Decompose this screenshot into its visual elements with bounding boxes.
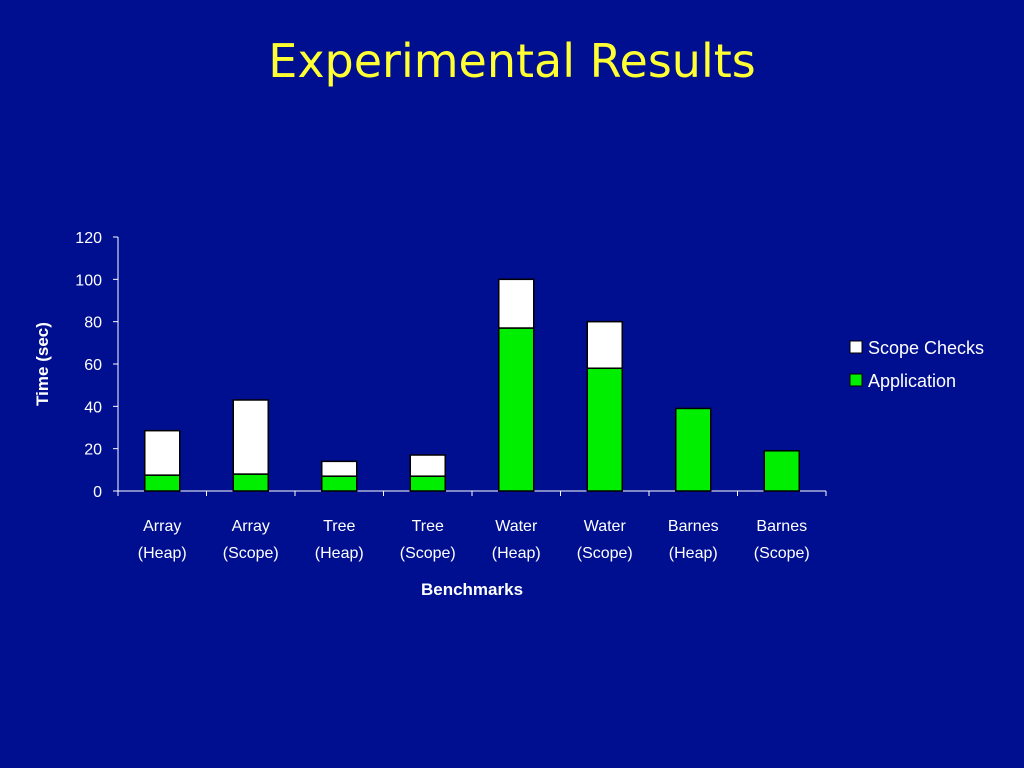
x-tick-labels: Array (Heap) Array (Scope) Tree (Heap) Tree (Sc… [138, 518, 810, 562]
x-tick-label: (Heap) [492, 545, 541, 562]
x-tick-label: Barnes [756, 518, 807, 535]
x-tick-label: (Heap) [669, 545, 718, 562]
y-tick-label: 100 [75, 272, 102, 289]
bar-application [144, 474, 181, 492]
legend-swatch [849, 373, 863, 387]
chart-bars [144, 278, 800, 492]
bar-application [763, 450, 800, 492]
bar-scope-checks [321, 460, 358, 477]
y-tick-labels: 0 20 40 60 80 100 120 [75, 230, 102, 501]
x-tick-label: (Scope) [400, 545, 456, 562]
x-tick-label: Water [495, 518, 538, 535]
x-tick-label: (Heap) [315, 545, 364, 562]
x-tick-label: Barnes [668, 518, 719, 535]
x-tick-label: Water [584, 518, 627, 535]
x-tick-label: (Scope) [577, 545, 633, 562]
bar-scope-checks [232, 399, 269, 475]
x-tick-label: Array [143, 518, 181, 535]
y-tick-label: 60 [84, 357, 102, 374]
bar-application [321, 475, 358, 492]
bar-scope-checks [498, 278, 535, 329]
x-tick-label: Array [232, 518, 270, 535]
bar-application [409, 475, 446, 492]
chart-legend: Scope Checks Application [849, 338, 984, 391]
bar-scope-checks [586, 320, 623, 369]
y-tick-label: 120 [75, 230, 102, 247]
y-tick-label: 80 [84, 315, 102, 332]
bar-scope-checks [144, 429, 181, 476]
bar-application [586, 367, 623, 492]
y-tick-label: 0 [93, 484, 102, 501]
x-tick-label: (Heap) [138, 545, 187, 562]
chart-axes [113, 236, 827, 496]
bar-application [675, 407, 712, 492]
x-tick-label: Tree [323, 518, 355, 535]
bar-application [232, 473, 269, 492]
bar-application [498, 327, 535, 492]
slide-title: Experimental Results [268, 34, 756, 88]
x-tick-label: (Scope) [223, 545, 279, 562]
legend-label: Scope Checks [868, 338, 984, 358]
x-axis-title: Benchmarks [421, 580, 523, 599]
legend-swatch [849, 340, 863, 354]
bar-scope-checks [409, 454, 446, 477]
y-tick-label: 40 [84, 399, 102, 416]
y-tick-label: 20 [84, 442, 102, 459]
legend-label: Application [868, 371, 956, 391]
y-axis-title: Time (sec) [33, 322, 52, 406]
x-tick-label: (Scope) [754, 545, 810, 562]
x-tick-label: Tree [412, 518, 444, 535]
